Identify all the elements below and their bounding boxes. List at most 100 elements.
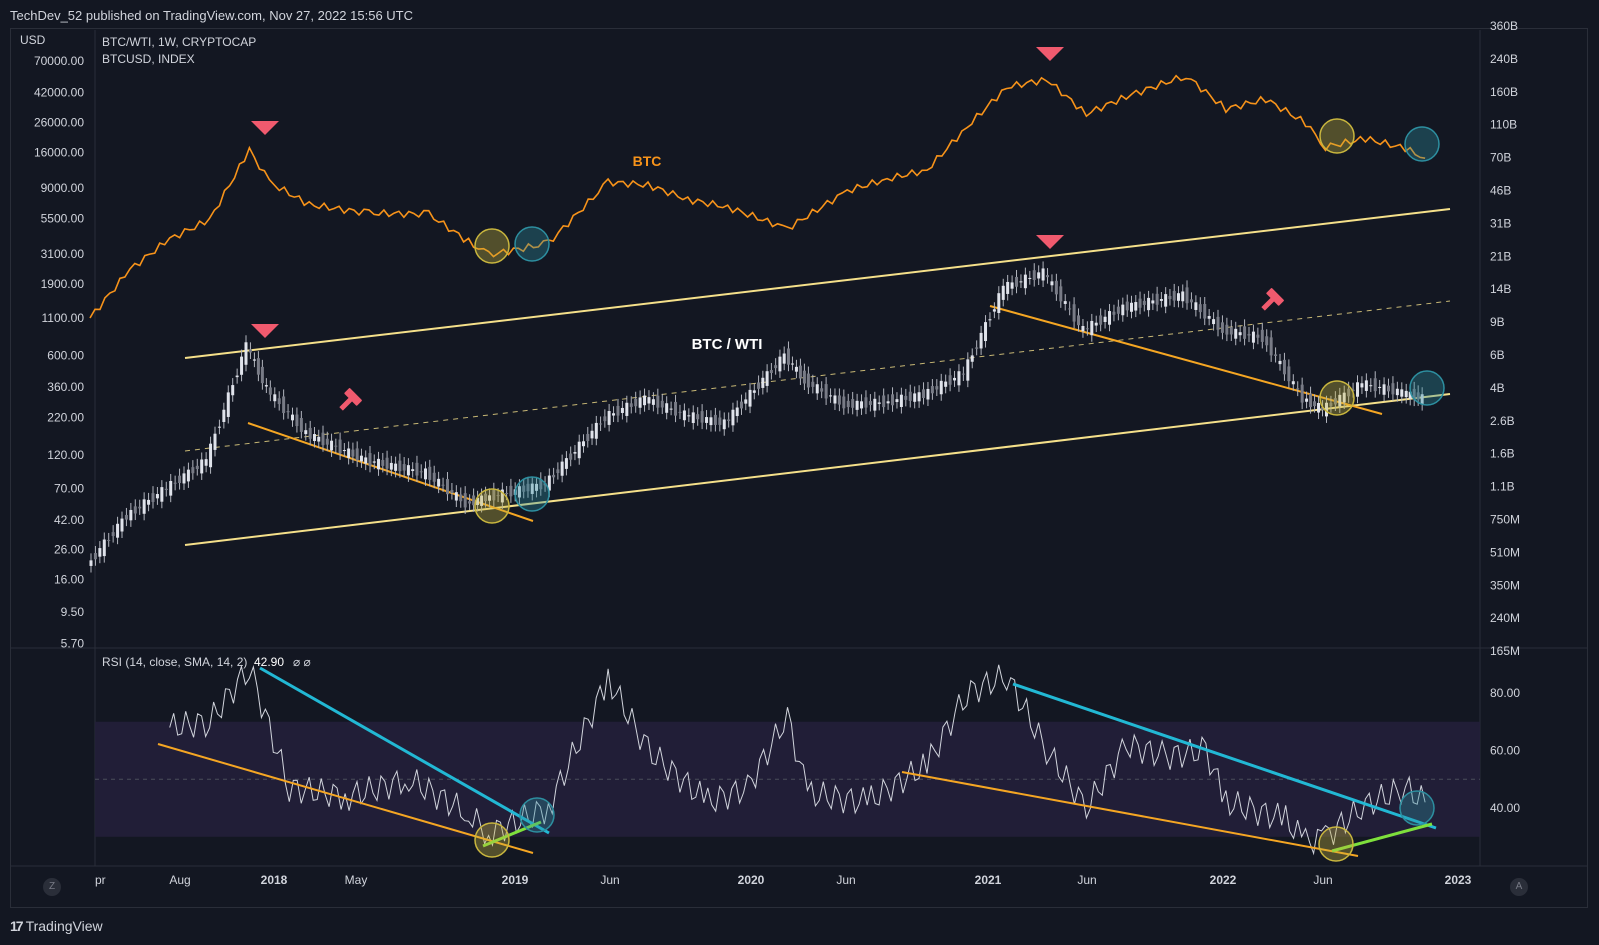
candle-body <box>731 409 735 426</box>
rsi-divergence-line-1 <box>482 820 542 848</box>
rsi-tick-label: 80.00 <box>1490 686 1520 700</box>
right-tick-label: 9B <box>1490 315 1505 329</box>
candle-body <box>975 347 979 349</box>
candle-body <box>1001 285 1005 300</box>
candle-body <box>1321 407 1325 410</box>
candle-body <box>450 490 454 494</box>
candle-body <box>89 560 93 566</box>
candle-body <box>1391 383 1395 395</box>
candle-body <box>1081 325 1085 332</box>
candle-body <box>966 359 970 381</box>
candle-body <box>846 400 850 408</box>
candle-body <box>1037 272 1041 279</box>
auto-scale-button[interactable]: A <box>1510 878 1528 896</box>
candle-body <box>186 469 190 482</box>
candle-body <box>705 417 709 423</box>
tradingview-logo[interactable]: 17 TradingView <box>10 918 103 934</box>
right-tick-label: 350M <box>1490 578 1520 592</box>
candle-body <box>1360 383 1364 388</box>
candle-body <box>522 485 526 492</box>
candle-body <box>282 396 286 414</box>
candle-body <box>842 396 846 409</box>
left-tick-label: 1100.00 <box>42 311 85 325</box>
candle-body <box>286 411 290 413</box>
right-tick-label: 31B <box>1490 216 1511 230</box>
candle-body <box>217 426 221 428</box>
candle-body <box>877 402 881 404</box>
candle-body <box>739 401 743 409</box>
candle-body <box>432 472 436 482</box>
left-tick-label: 70000.00 <box>34 54 84 68</box>
candle-body <box>634 398 638 407</box>
candle-body <box>957 371 961 386</box>
candle-body <box>200 459 204 474</box>
left-tick-label: 9000.00 <box>41 181 85 195</box>
candle-body <box>178 475 182 484</box>
candle-body <box>445 479 449 495</box>
candle-body <box>1364 380 1368 391</box>
time-tick-label: May <box>345 873 368 887</box>
brand-label: TradingView <box>25 918 103 934</box>
candle-body <box>735 407 739 417</box>
candle-body <box>1300 384 1304 403</box>
candle-body <box>500 489 504 503</box>
hammer-head <box>1266 288 1284 306</box>
candle-body <box>389 462 393 470</box>
left-tick-label: 9.50 <box>61 605 85 619</box>
top-marker-btc-2021 <box>1036 47 1064 61</box>
candle-body <box>988 319 992 321</box>
rsi-tick-label: 40.00 <box>1490 801 1520 815</box>
candle-body <box>472 495 476 506</box>
left-tick-label: 16.00 <box>54 573 84 587</box>
candle-body <box>765 371 769 386</box>
right-tick-label: 21B <box>1490 249 1511 263</box>
rsi-recovery-circle-2019 <box>519 797 555 833</box>
candle-body <box>539 479 543 490</box>
candle-body <box>930 386 934 394</box>
right-tick-label: 14B <box>1490 282 1511 296</box>
candle-body <box>120 518 124 532</box>
candle-body <box>277 398 281 405</box>
candle-body <box>984 322 988 342</box>
candle-body <box>786 348 790 365</box>
candle-body <box>1387 385 1391 392</box>
candle-body <box>151 493 155 502</box>
right-tick-label: 2.6B <box>1490 414 1515 428</box>
candle-body <box>325 438 329 445</box>
candle-body <box>1050 281 1054 286</box>
candle-body <box>98 548 102 557</box>
candle-body <box>908 391 912 401</box>
rsi-legend-label: RSI (14, close, SMA, 14, 2) <box>102 655 247 669</box>
left-tick-label: 16000.00 <box>34 145 84 159</box>
publish-info: TechDev_52 published on TradingView.com,… <box>10 8 414 23</box>
time-tick-label: 2021 <box>975 873 1002 887</box>
candle-body <box>419 471 423 473</box>
hammer-handle <box>1261 297 1275 311</box>
time-axis: pr Aug 2018 May 2019 Jun 2020 Jun 2021 Jun 2022 Jun… <box>95 873 1472 887</box>
candle-body <box>102 539 106 557</box>
candle-body <box>682 410 686 421</box>
candle-body <box>1317 402 1321 413</box>
candle-body <box>321 432 325 446</box>
candle-body <box>744 399 748 404</box>
right-tick-label: 750M <box>1490 513 1520 527</box>
candle-body <box>1216 316 1220 330</box>
candle-body <box>231 385 235 396</box>
zoom-reset-button[interactable]: Z <box>43 878 61 896</box>
ratio-bottom-circle-2018 <box>474 488 510 524</box>
candle-body <box>1382 384 1386 395</box>
candle-body <box>757 382 761 389</box>
top-marker-btc-2017 <box>251 121 279 135</box>
candle-body <box>1142 300 1146 305</box>
candle-body <box>824 384 828 399</box>
candle-body <box>660 400 664 408</box>
candle-body <box>330 440 334 451</box>
candle-body <box>1112 311 1116 315</box>
candle-body <box>1282 359 1286 375</box>
hammer-icon-2022 <box>1261 288 1284 311</box>
candle-body <box>586 433 590 442</box>
right-tick-label: 510M <box>1490 545 1520 559</box>
candle-body <box>535 483 539 491</box>
candle-body <box>665 403 669 413</box>
